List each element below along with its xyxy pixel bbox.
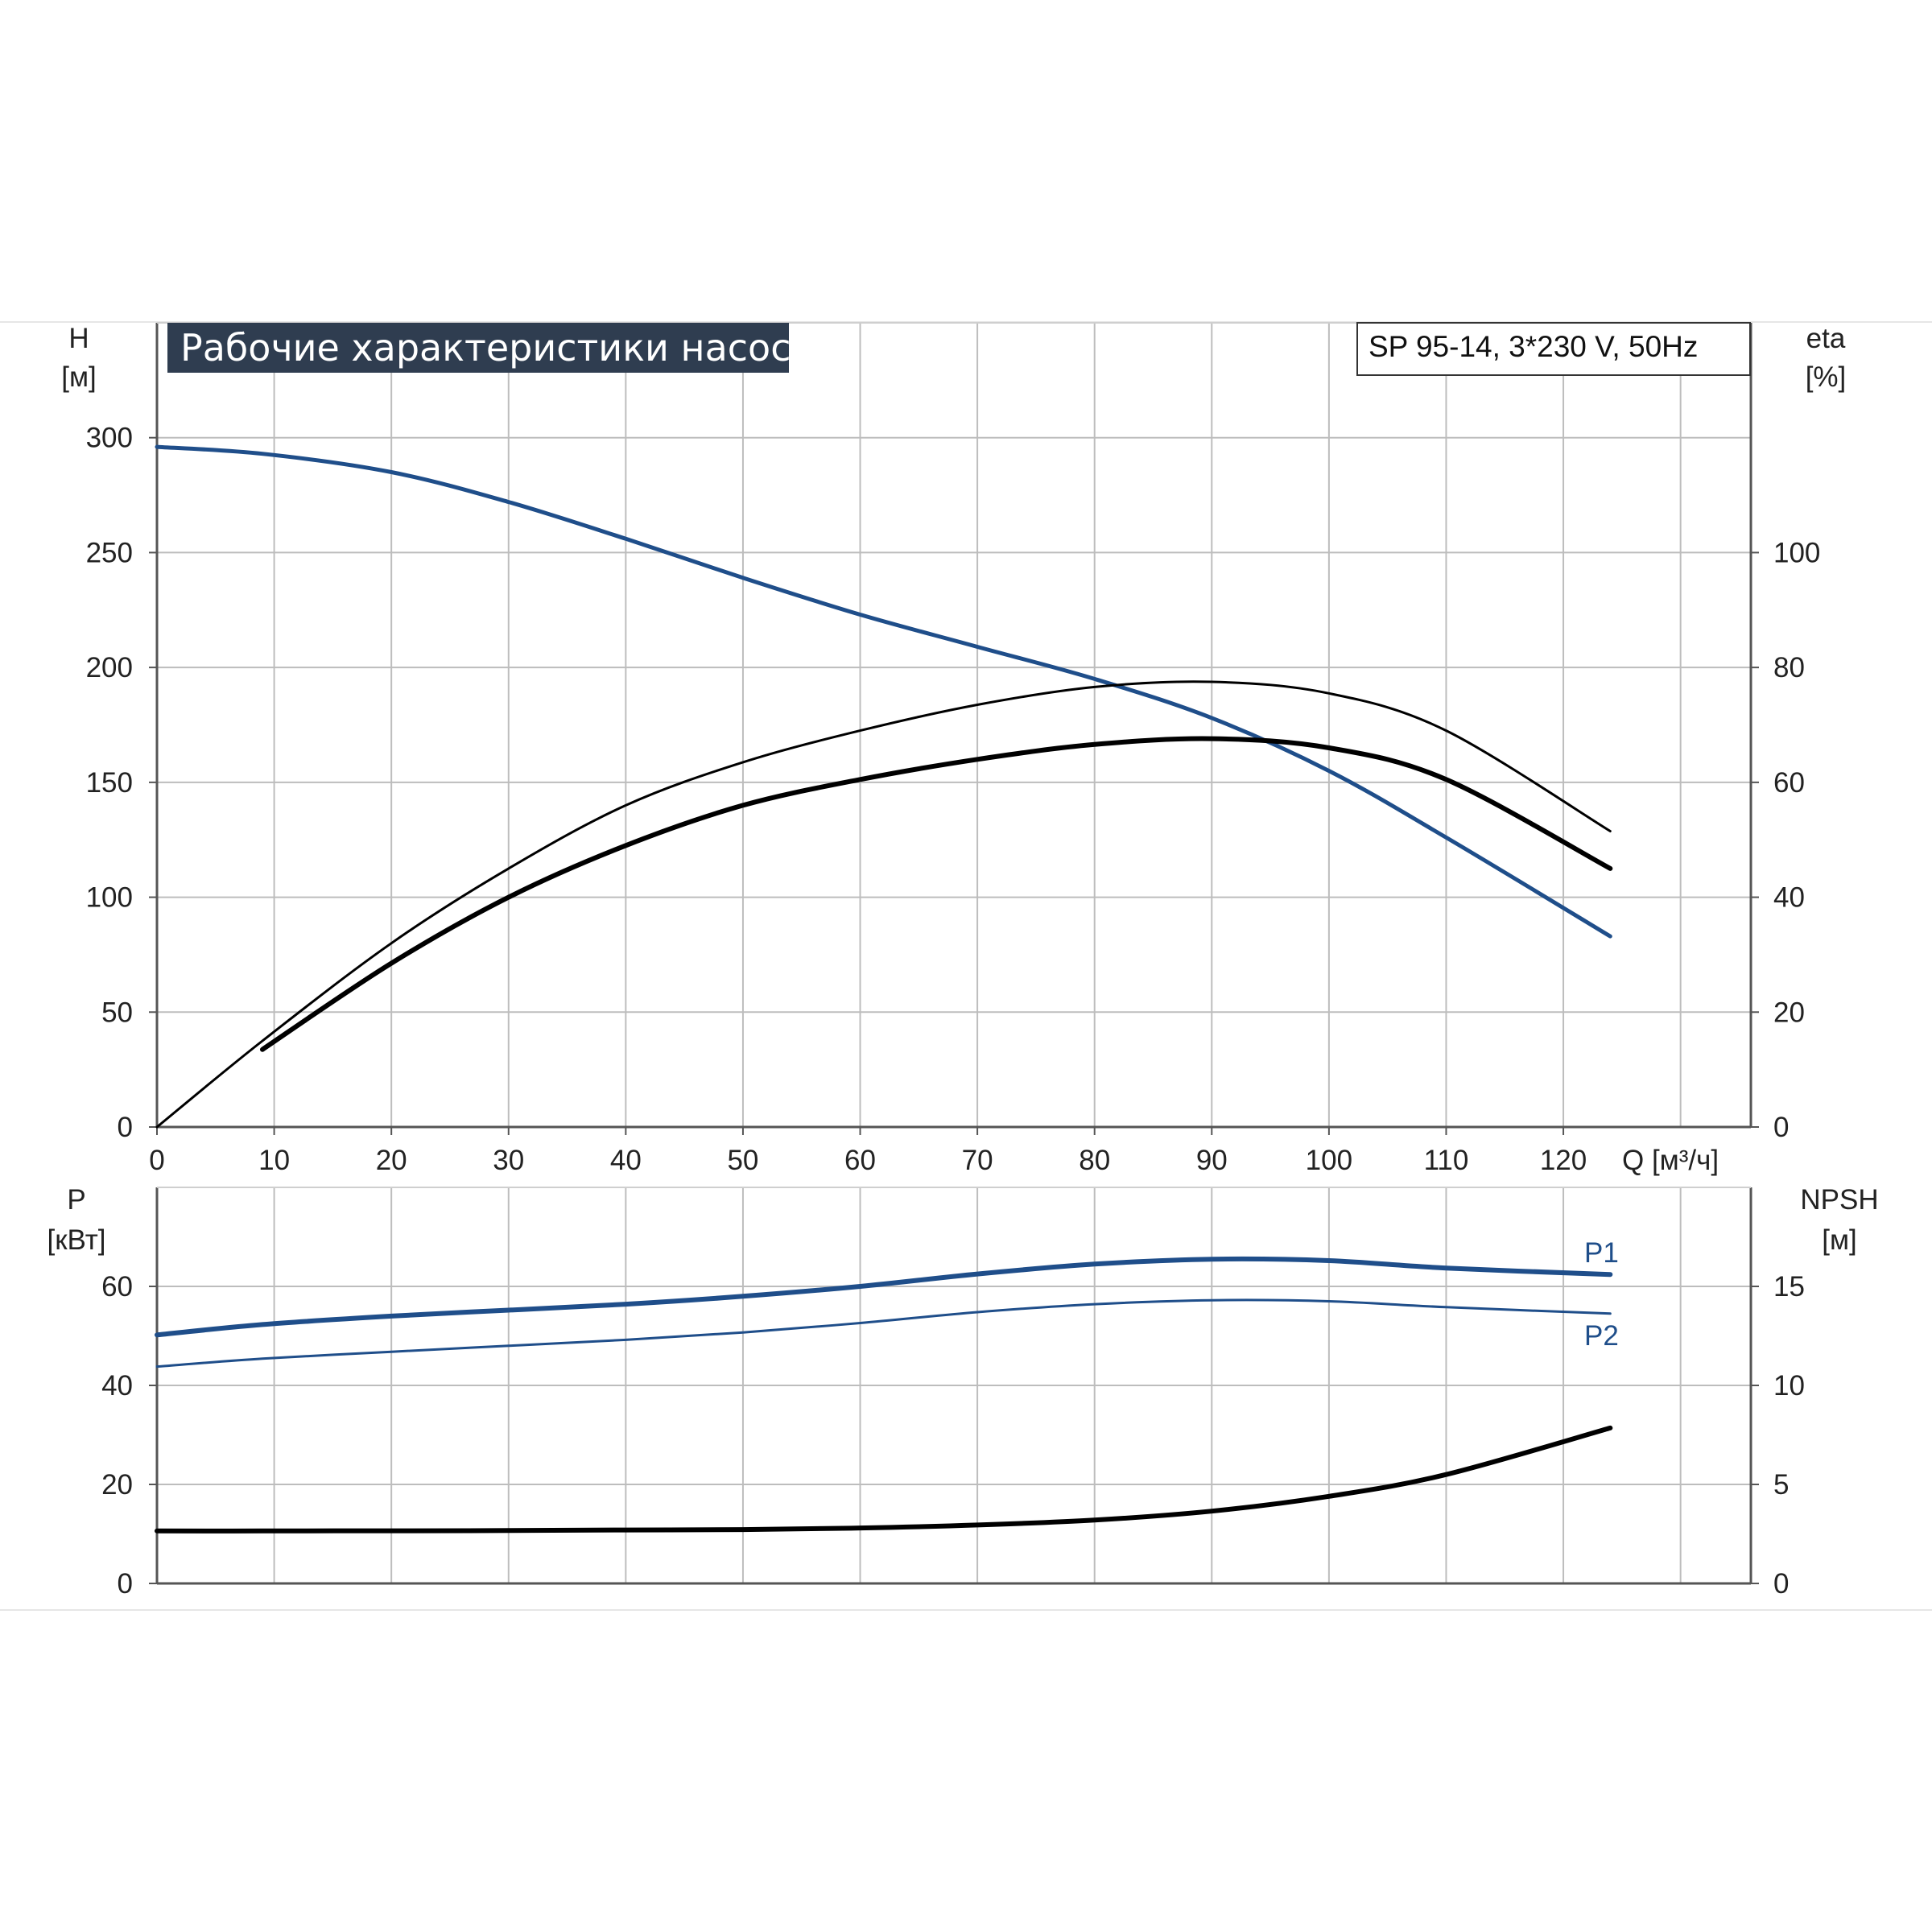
npsh-tick-label: 0 bbox=[1773, 1568, 1789, 1600]
series-line-h bbox=[155, 444, 1612, 939]
y2-axis-title-eta: eta bbox=[1806, 323, 1846, 354]
y-axis-unit-h: [м] bbox=[61, 361, 97, 393]
x-tick-label: 80 bbox=[1079, 1145, 1110, 1176]
y-axis-title-p: P bbox=[67, 1184, 85, 1216]
x-tick-label: 110 bbox=[1424, 1145, 1469, 1176]
series-line-eta-thick bbox=[260, 736, 1613, 1052]
y-axis-title-h: H bbox=[68, 323, 89, 354]
series-line-eta-thin bbox=[155, 680, 1612, 1129]
p-tick-label: 40 bbox=[101, 1370, 133, 1402]
y2-tick-label: 20 bbox=[1773, 997, 1805, 1028]
y-tick-label: 300 bbox=[86, 423, 133, 454]
series-label-p1: P1 bbox=[1584, 1237, 1619, 1269]
x-tick-label: 0 bbox=[149, 1145, 164, 1176]
x-tick-label: 40 bbox=[610, 1145, 642, 1176]
x-tick-label: 50 bbox=[727, 1145, 758, 1176]
x-tick-label: 70 bbox=[962, 1145, 993, 1176]
series-line-p2 bbox=[155, 1298, 1612, 1368]
y2-tick-label: 80 bbox=[1773, 652, 1805, 683]
y2-tick-label: 40 bbox=[1773, 882, 1805, 914]
y-tick-label: 0 bbox=[118, 1112, 133, 1143]
y-tick-label: 200 bbox=[86, 652, 133, 683]
data-series bbox=[155, 444, 1613, 1534]
y2-tick-label: 0 bbox=[1773, 1112, 1789, 1143]
y2-axis-unit-eta: [%] bbox=[1806, 361, 1847, 393]
p-tick-label: 0 bbox=[118, 1568, 133, 1600]
series-line-p1 bbox=[155, 1256, 1613, 1338]
x-tick-label: 30 bbox=[493, 1145, 524, 1176]
x-tick-label: 100 bbox=[1306, 1145, 1352, 1176]
x-tick-label: 60 bbox=[844, 1145, 876, 1176]
p-tick-label: 60 bbox=[101, 1271, 133, 1302]
y2-axis-title-npsh: NPSH bbox=[1800, 1184, 1878, 1216]
npsh-tick-label: 10 bbox=[1773, 1370, 1805, 1402]
upper-chart-grid bbox=[155, 322, 1752, 1129]
y2-tick-label: 100 bbox=[1773, 537, 1820, 568]
model-box bbox=[1356, 322, 1751, 376]
p-tick-label: 20 bbox=[101, 1469, 133, 1501]
x-tick-label: 90 bbox=[1196, 1145, 1228, 1176]
series-label-p2: P2 bbox=[1584, 1320, 1619, 1352]
y2-axis-unit-npsh: [м] bbox=[1822, 1224, 1857, 1256]
x-axis-title-q: Q [м³/ч] bbox=[1622, 1145, 1719, 1176]
npsh-tick-label: 5 bbox=[1773, 1469, 1789, 1501]
x-tick-label: 10 bbox=[258, 1145, 290, 1176]
x-tick-label: 120 bbox=[1540, 1145, 1587, 1176]
npsh-tick-label: 15 bbox=[1773, 1271, 1805, 1302]
chart-title: Рабочие характеристики насоса bbox=[180, 326, 814, 369]
y-tick-label: 150 bbox=[86, 767, 133, 799]
lower-chart-grid bbox=[155, 1187, 1752, 1585]
series-line-npsh bbox=[155, 1425, 1613, 1534]
y2-tick-label: 60 bbox=[1773, 767, 1805, 799]
y-tick-label: 250 bbox=[86, 537, 133, 568]
x-tick-label: 20 bbox=[376, 1145, 407, 1176]
y-axis-unit-p: [кВт] bbox=[47, 1224, 106, 1256]
y-tick-label: 100 bbox=[86, 882, 133, 914]
tick-labels: 0 10 20 30 40 50 60 70 80 90 100 110 120050100150200… bbox=[86, 423, 1821, 1600]
model-label: SP 95-14, 3*230 V, 50Hz bbox=[1368, 330, 1698, 363]
title-banner bbox=[167, 323, 789, 373]
y-tick-label: 50 bbox=[101, 997, 133, 1028]
